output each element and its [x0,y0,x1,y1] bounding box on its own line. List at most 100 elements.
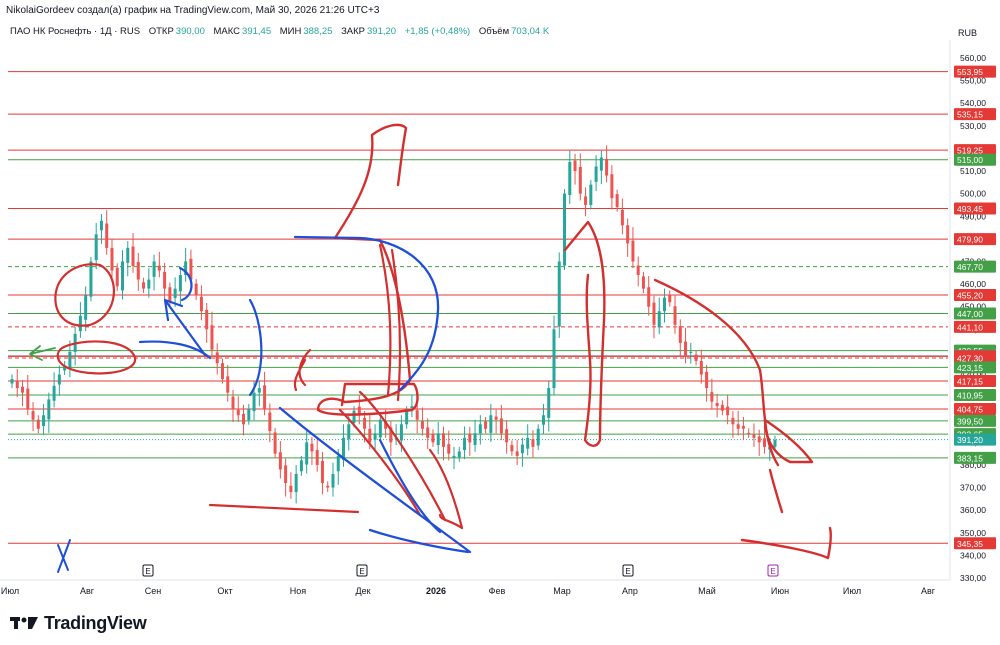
high-value: 391,45 [242,26,272,37]
horizontal-levels[interactable] [8,71,948,544]
annotation-blue-arrow[interactable] [163,298,207,357]
price-tag-label: 399,50 [957,416,983,426]
annotation-oval-2[interactable] [56,340,137,375]
candle-body [457,451,461,458]
candle-body [515,451,519,456]
candle-body [662,297,666,312]
annotation-red-triangle[interactable] [763,418,814,464]
candle-body [284,465,288,484]
time-tick-label: Авг [921,586,936,596]
low-label: МИН [279,26,302,37]
candle-body [320,460,324,484]
annotation-red-hook-mar[interactable] [563,220,606,447]
candle-body [299,460,303,472]
candle-body [173,288,177,299]
price-tick-label: 550,00 [960,76,986,86]
currency-label[interactable]: RUB [958,28,978,38]
price-tag [954,433,996,446]
earnings-event-marker[interactable] [142,564,154,577]
tradingview-brand[interactable]: TradingView [10,612,147,634]
annotation-red-lines[interactable] [338,243,447,522]
candle-body [736,424,740,429]
time-tick-label: Дек [355,586,370,596]
annotation-red-drop[interactable] [768,468,784,514]
time-axis[interactable]: Июл Авг Сен Окт Ноя Дек 2026 Фев Мар Апр Май Июн Июл… [0,564,950,596]
candle-body [236,409,240,416]
candle-body [478,424,482,434]
candle-body [94,234,98,261]
candle-body [441,433,445,447]
symbol-name[interactable]: ПАО НК Роснефть · 1Д · RUS [10,26,141,37]
candle-body [426,427,430,438]
candle-body [31,411,35,420]
annotation-blue-curve-1[interactable] [178,266,193,302]
annotation-red-zigzag[interactable] [316,236,419,416]
annotation-oval-1[interactable] [54,263,115,327]
price-tag [954,108,996,121]
candle-body [363,417,367,429]
candle-body [620,209,624,226]
candle-body [142,282,146,289]
candle-body [115,267,119,287]
price-chart[interactable]: 560,00550,00540,00530,00520,00510,00500,… [0,0,1000,610]
price-tag [954,352,996,365]
earnings-event-marker[interactable] [356,564,368,577]
price-tag-label: 455,20 [957,290,983,300]
candle-body [99,220,103,231]
annotation-blue-x[interactable] [57,539,71,573]
candle-body [210,325,214,350]
candle-body [505,429,509,443]
price-tick-label: 500,00 [960,189,986,199]
time-tick-label: Фев [489,586,506,596]
annotation-red-arrow-up[interactable] [333,123,408,240]
price-tag [954,388,996,401]
candle-body [10,379,14,384]
open-label: ОТКР [148,26,174,37]
annotation-green-arrow[interactable] [29,345,56,361]
candle-body [268,412,272,432]
time-tick-label: Июл [1,586,19,596]
candle-body [226,376,230,393]
candle-body [589,184,593,205]
price-tick-label: 560,00 [960,53,986,63]
price-tag [954,233,996,246]
volume-label: Объём [478,26,510,37]
candle-body [331,474,335,488]
candle-body [136,261,140,280]
candle-body [194,283,198,296]
tradingview-logo-icon [10,617,38,629]
price-tag-label: 493,45 [957,204,983,214]
candle-body [757,436,761,443]
price-tag [954,307,996,320]
price-tick-label: 530,00 [960,121,986,131]
candle-body [126,247,130,263]
annotation-blue-bowl[interactable] [278,235,472,554]
candle-body [647,287,651,307]
candle-body [220,363,224,380]
earnings-event-marker[interactable] [622,564,634,577]
annotation-blue-line[interactable] [138,340,212,360]
candle-body [694,354,698,361]
price-tag-label: 447,00 [957,309,983,319]
candle-body [610,174,614,199]
candle-body [105,223,109,248]
candle-body [47,399,51,420]
candle-body [352,410,356,423]
annotation-red-curve[interactable] [208,348,464,530]
price-tag-label: 519,25 [957,146,983,156]
candle-body [57,374,61,385]
annotation-red-jun[interactable] [740,526,833,560]
price-tag-label: 479,90 [957,235,983,245]
candle-body [699,360,703,375]
candle-body [710,392,714,402]
annotation-blue-curve-2[interactable] [248,298,263,397]
price-tick-label: 330,00 [960,573,986,583]
price-tick-label: 460,00 [960,279,986,289]
candle-body [536,428,540,446]
annotation-blue-arrow-2[interactable] [378,438,442,534]
price-tag [954,144,996,157]
hand-drawn-annotations[interactable] [29,123,833,573]
earnings-event-marker[interactable] [767,564,779,577]
candle-body [121,261,125,291]
